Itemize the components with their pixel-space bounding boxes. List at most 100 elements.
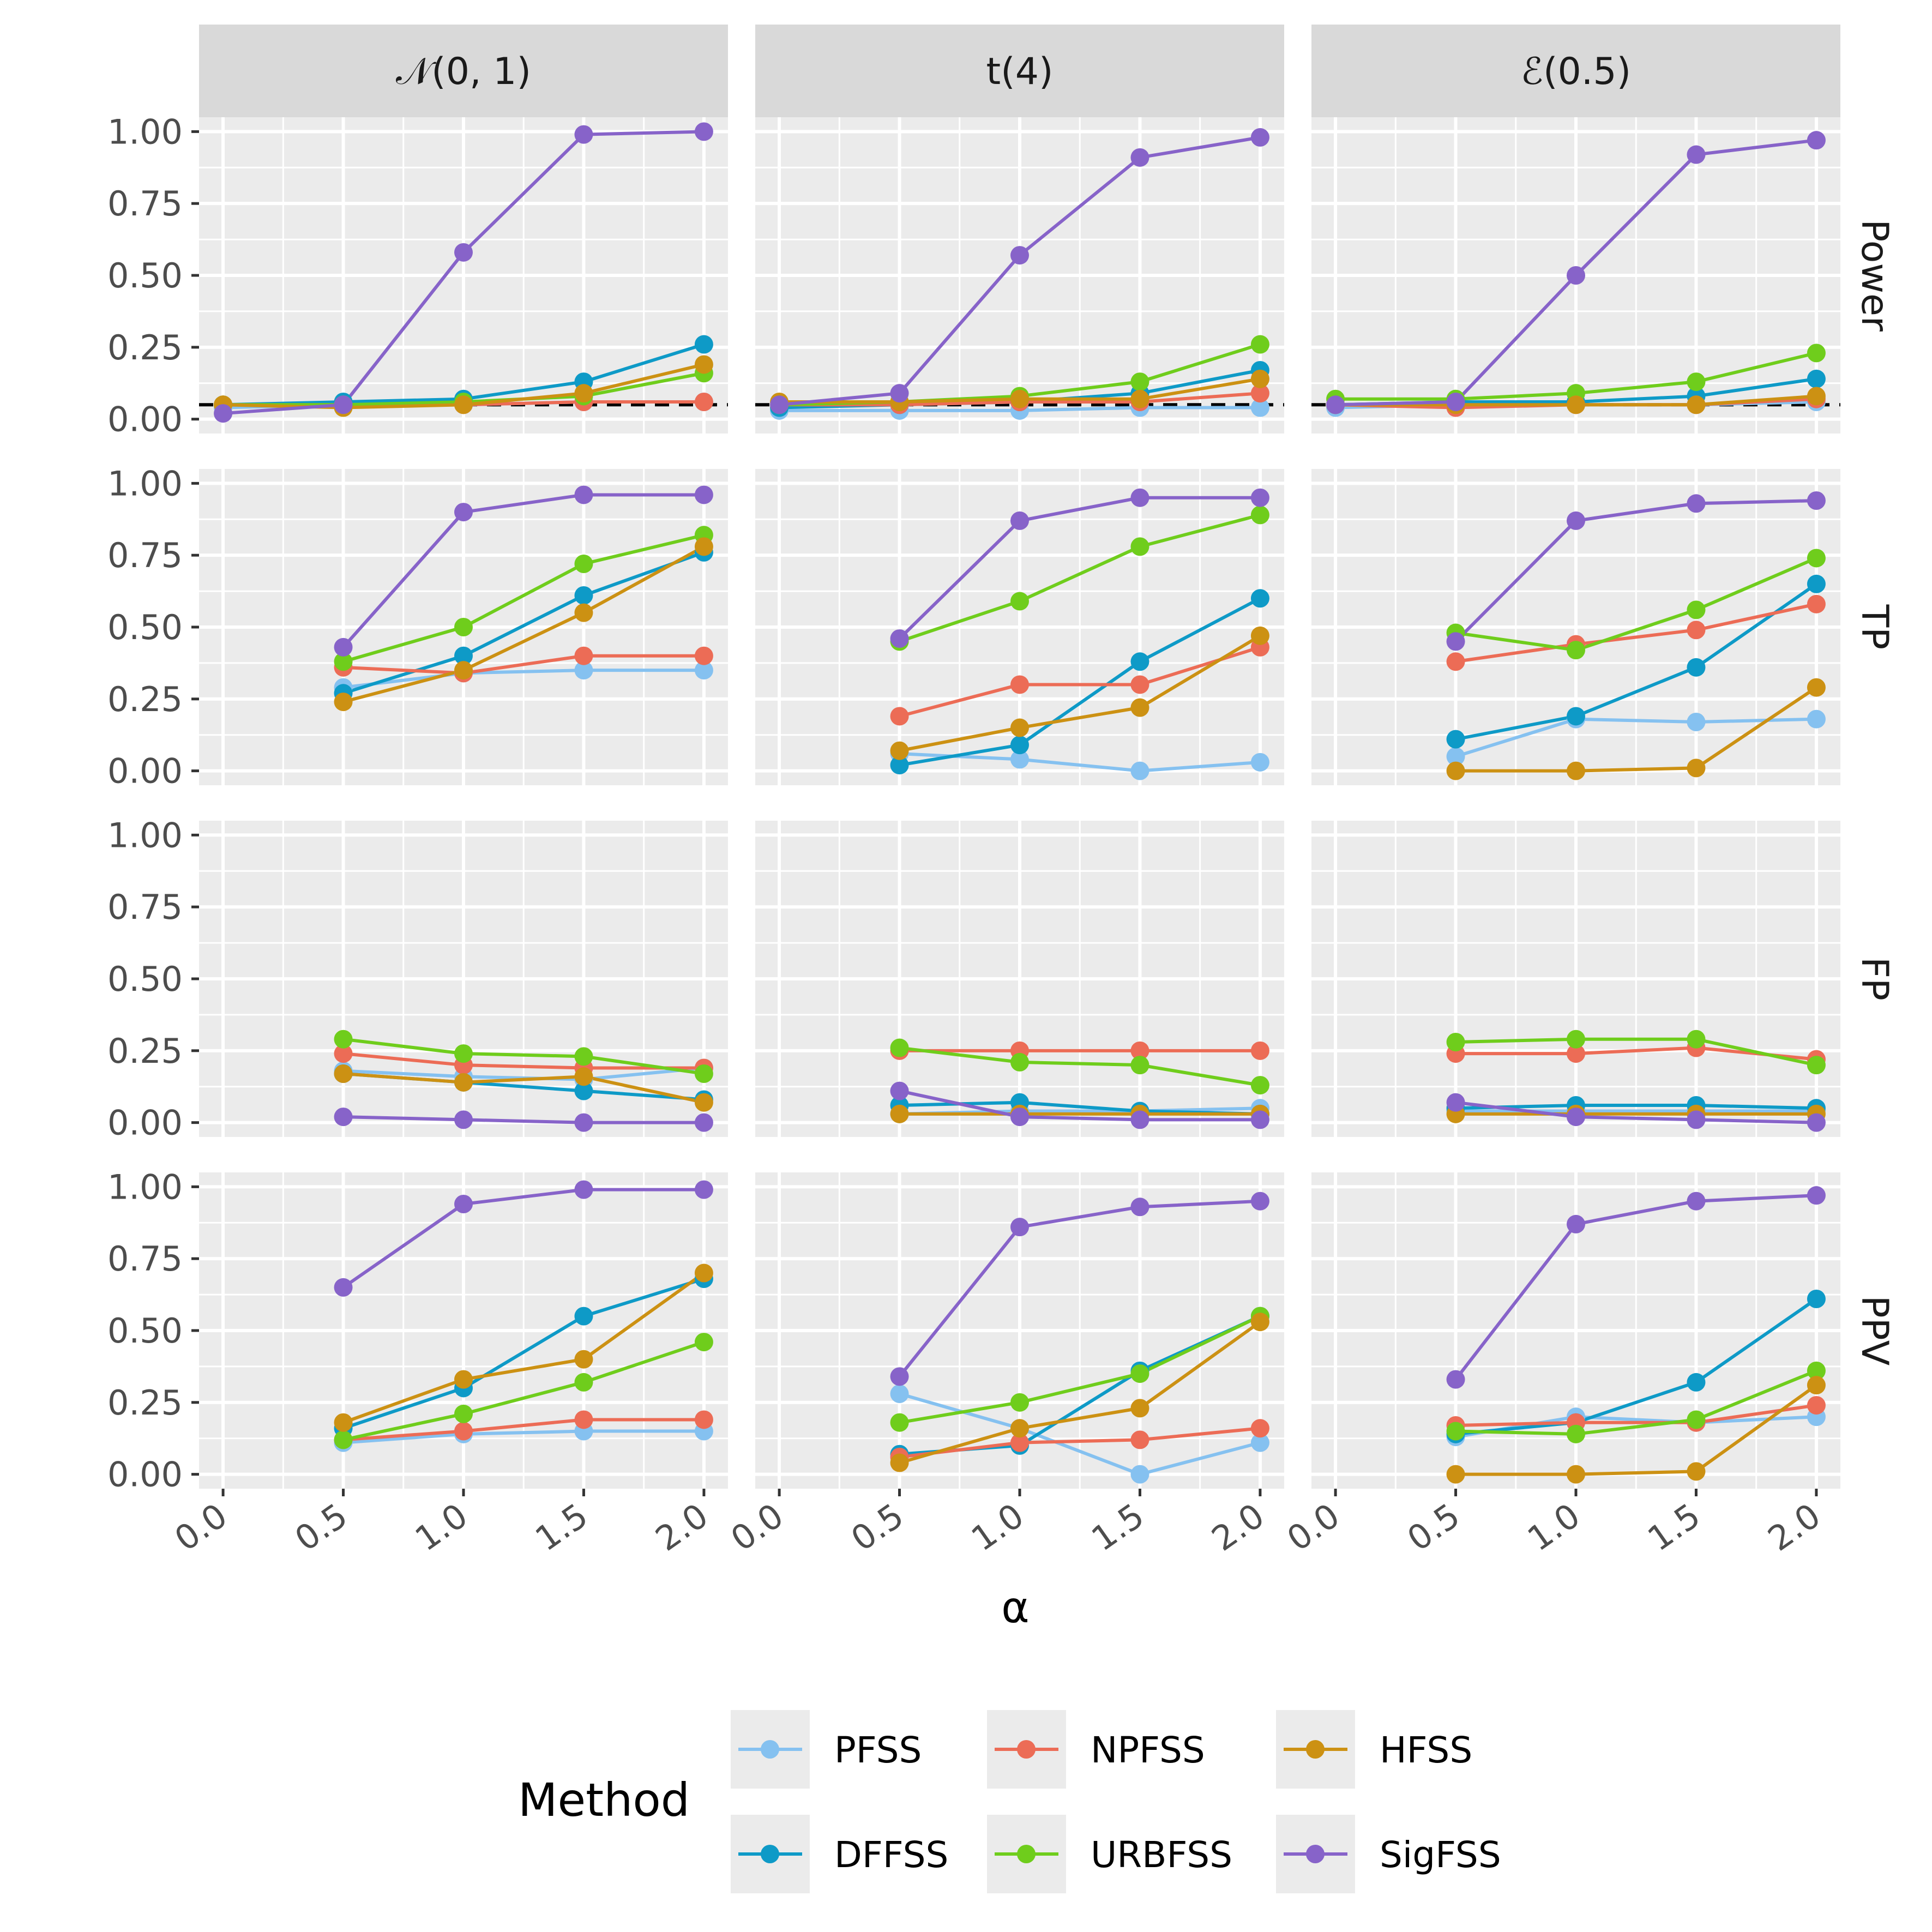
data-point-hfss xyxy=(334,1064,353,1083)
data-point-pfss xyxy=(1446,747,1465,766)
y-tick-label: 0.25 xyxy=(107,1031,183,1071)
data-point-urbfss xyxy=(454,1404,473,1423)
data-point-dffss xyxy=(1130,652,1149,671)
data-point-sigfss xyxy=(1687,1110,1706,1129)
data-point-urbfss xyxy=(1130,1056,1149,1075)
data-point-sigfss xyxy=(890,629,909,648)
data-point-pfss xyxy=(1807,709,1826,729)
data-point-npfss xyxy=(1130,1430,1149,1449)
data-point-sigfss xyxy=(334,395,353,414)
data-point-sigfss xyxy=(1010,511,1029,530)
data-point-urbfss xyxy=(1250,1076,1269,1095)
data-point-sigfss xyxy=(694,1180,713,1199)
y-tick-label: 0.50 xyxy=(107,959,183,999)
data-point-sigfss xyxy=(1130,1197,1149,1217)
data-point-hfss xyxy=(1250,626,1269,645)
data-point-sigfss xyxy=(1250,1110,1269,1129)
facet-strip-label: 𝒩(0, 1) xyxy=(396,50,531,93)
data-point-urbfss xyxy=(1130,1364,1149,1383)
data-point-dffss xyxy=(1807,369,1826,388)
data-point-hfss xyxy=(1250,369,1269,388)
data-point-pfss xyxy=(1250,398,1269,417)
series-line-npfss xyxy=(1455,602,1817,664)
data-point-sigfss xyxy=(1446,393,1465,411)
series-line-hfss xyxy=(1455,686,1817,773)
x-axis-title: α xyxy=(1001,1584,1029,1633)
series-line-urbfss xyxy=(1455,1369,1817,1436)
data-point-hfss xyxy=(454,661,473,680)
series-line-urbfss xyxy=(899,1046,1261,1087)
series-line-sigfss xyxy=(898,496,1260,640)
data-point-urbfss xyxy=(1250,335,1269,354)
data-point-npfss xyxy=(1010,1433,1029,1452)
data-point-urbfss xyxy=(1807,549,1826,568)
data-point-hfss xyxy=(1687,395,1706,414)
data-point-urbfss xyxy=(1446,1422,1465,1441)
y-tick-label: 1.00 xyxy=(107,815,183,855)
data-point-pfss xyxy=(1010,750,1029,769)
data-point-urbfss xyxy=(694,1064,713,1083)
data-point-sigfss xyxy=(334,1278,353,1297)
legend: Method PFSS DFFSS NPFSS URBFSS HFSS SigFSS xyxy=(518,1710,1501,1893)
data-point-npfss xyxy=(1446,652,1465,671)
data-point-urbfss xyxy=(574,555,593,573)
data-point-hfss xyxy=(454,1370,473,1389)
data-point-hfss xyxy=(334,1413,353,1432)
data-point-npfss xyxy=(1250,1041,1269,1060)
data-point-npfss xyxy=(1250,384,1269,403)
legend-key-point xyxy=(1306,1740,1325,1759)
y-tick-label: 0.00 xyxy=(107,1103,183,1143)
data-point-urbfss xyxy=(1687,372,1706,392)
data-point-dffss xyxy=(1567,707,1585,726)
data-point-dffss xyxy=(1687,1373,1706,1392)
data-point-sigfss xyxy=(694,122,713,141)
data-point-sigfss xyxy=(1567,1108,1585,1127)
data-point-npfss xyxy=(1567,1044,1585,1063)
data-point-hfss xyxy=(694,355,713,374)
data-point-urbfss xyxy=(1807,1056,1826,1075)
data-point-pfss xyxy=(890,1385,909,1403)
y-tick-label: 0.75 xyxy=(107,535,183,575)
series-line-sigfss xyxy=(342,1188,704,1289)
series-line-npfss xyxy=(343,654,704,675)
data-point-npfss xyxy=(1807,1396,1826,1415)
data-point-sigfss xyxy=(334,1108,353,1127)
data-point-hfss xyxy=(1010,1419,1029,1438)
data-point-sigfss xyxy=(574,485,593,504)
data-point-hfss xyxy=(1130,389,1149,408)
series-line-hfss xyxy=(342,1272,705,1424)
series-line-dffss xyxy=(1455,1297,1817,1436)
data-point-hfss xyxy=(574,1067,593,1086)
data-point-urbfss xyxy=(334,1430,353,1449)
series-line-npfss xyxy=(1455,1404,1817,1427)
data-point-sigfss xyxy=(1687,1191,1706,1211)
data-point-npfss xyxy=(1807,594,1826,613)
y-tick-label: 0.00 xyxy=(107,1455,183,1495)
series-line-sigfss xyxy=(899,1089,1260,1122)
series-line-hfss xyxy=(899,634,1261,753)
legend-item-npfss: NPFSS xyxy=(987,1710,1205,1789)
series-line-sigfss xyxy=(898,1199,1261,1378)
data-point-sigfss xyxy=(694,1113,713,1132)
data-point-hfss xyxy=(1807,1376,1826,1395)
data-point-pfss xyxy=(1130,761,1149,780)
facet-panels: 𝒩(0, 1) t(4) ℰ(0.5) Power TP FP PPV 0.00 0.25 0.5… xyxy=(107,25,1896,1559)
series-line-hfss xyxy=(1455,1383,1817,1476)
panel-power-t-4 xyxy=(755,117,1284,434)
series-line-npfss xyxy=(343,1418,704,1442)
legend-item-urbfss: URBFSS xyxy=(987,1815,1232,1893)
data-point-sigfss xyxy=(1807,491,1826,510)
data-point-sigfss xyxy=(574,125,593,144)
panel-fp-0-1: 0.00 0.25 0.50 0.75 1.00 xyxy=(107,815,728,1143)
data-point-urbfss xyxy=(454,1044,473,1063)
panel-tp-0-1: 0.00 0.25 0.50 0.75 1.00 xyxy=(107,464,728,791)
panel-tp-t-4 xyxy=(755,469,1284,785)
data-point-sigfss xyxy=(1567,511,1585,530)
panel-tp-0-5 xyxy=(1311,469,1840,785)
data-point-hfss xyxy=(1687,1462,1706,1481)
data-point-urbfss xyxy=(1687,600,1706,619)
series-line-urbfss xyxy=(1455,1037,1817,1067)
facet-strip-0 xyxy=(199,25,728,117)
legend-item-dffss: DFFSS xyxy=(731,1815,948,1893)
data-point-urbfss xyxy=(1010,1393,1029,1412)
